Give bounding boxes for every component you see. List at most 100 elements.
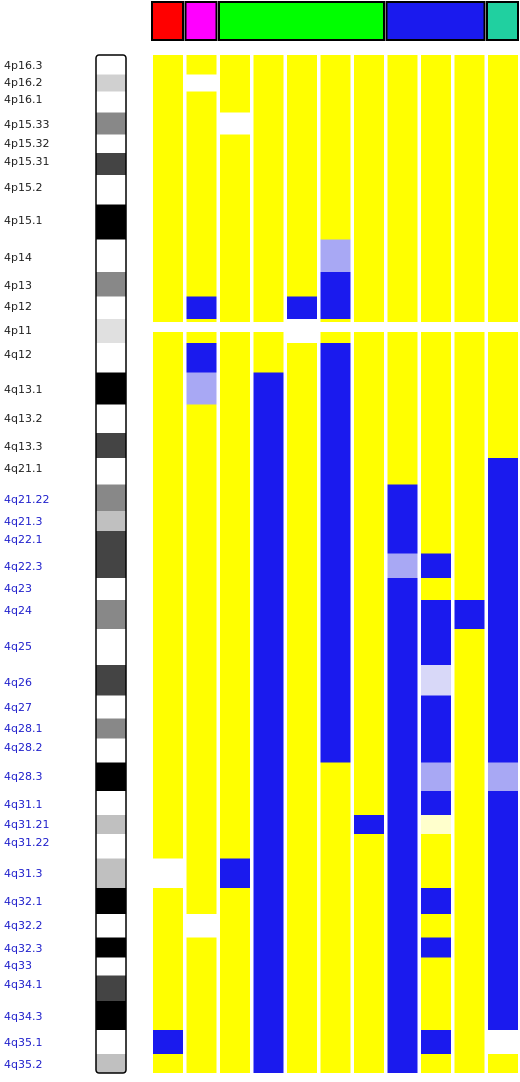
segment <box>488 791 518 1030</box>
segment <box>287 296 317 319</box>
ideogram-band <box>96 762 126 791</box>
band-label: 4p15.1 <box>4 214 42 227</box>
ideogram-band <box>96 834 126 859</box>
ideogram-band <box>96 600 126 629</box>
ideogram-band <box>96 914 126 938</box>
band-label: 4q31.3 <box>4 867 42 880</box>
band-label: 4q22.3 <box>4 560 42 573</box>
segment <box>153 858 183 888</box>
centromere-gap <box>150 322 520 332</box>
ideogram-band <box>96 458 126 485</box>
group-bar <box>184 1 218 41</box>
segment <box>421 695 451 763</box>
segment <box>320 272 351 319</box>
band-label: 4p15.32 <box>4 137 49 150</box>
segment <box>421 600 451 665</box>
segment <box>220 112 250 135</box>
segment <box>186 74 217 92</box>
ideogram-band <box>96 296 126 319</box>
band-label: 4q31.22 <box>4 836 49 849</box>
band-label: 4q26 <box>4 676 32 689</box>
segment <box>421 888 451 914</box>
band-label: 4q34.1 <box>4 978 42 991</box>
ideogram-band <box>96 695 126 719</box>
ideogram-band <box>96 272 126 297</box>
band-label: 4q13.2 <box>4 412 42 425</box>
segment <box>387 578 418 1073</box>
segment <box>387 553 418 578</box>
segment <box>320 239 351 272</box>
segment <box>253 372 284 1073</box>
column-background <box>287 55 317 1073</box>
band-label: 4q35.1 <box>4 1036 42 1049</box>
ideogram-band <box>96 239 126 272</box>
ideogram-band <box>96 957 126 976</box>
segment <box>354 815 384 834</box>
segment <box>421 1030 451 1054</box>
ideogram-band <box>96 1054 126 1073</box>
ideogram-band <box>96 484 126 511</box>
ideogram-band <box>96 153 126 175</box>
band-label: 4q21.1 <box>4 462 42 475</box>
ideogram-band <box>96 319 126 343</box>
column-background <box>153 55 183 1073</box>
band-label: 4p16.1 <box>4 93 42 106</box>
ideogram-band <box>96 531 126 554</box>
ideogram-band <box>96 975 126 1001</box>
ideogram-band <box>96 1001 126 1030</box>
band-label: 4q28.2 <box>4 741 42 754</box>
band-label: 4p12 <box>4 300 32 313</box>
band-label: 4p16.2 <box>4 76 42 89</box>
segment <box>153 1030 183 1054</box>
band-label: 4q28.1 <box>4 722 42 735</box>
group-bar <box>486 1 519 41</box>
band-label: 4q12 <box>4 348 32 361</box>
ideogram-band <box>96 738 126 763</box>
band-label: 4q13.3 <box>4 440 42 453</box>
band-label: 4q21.22 <box>4 493 49 506</box>
column-background <box>454 55 485 1073</box>
band-label: 4q28.3 <box>4 770 42 783</box>
ideogram-band <box>96 91 126 113</box>
ideogram-band <box>96 937 126 958</box>
ideogram-band <box>96 629 126 665</box>
ideogram-band <box>96 553 126 578</box>
segment <box>387 484 418 554</box>
band-label: 4p15.2 <box>4 181 42 194</box>
segment <box>421 791 451 815</box>
segment <box>421 937 451 958</box>
column-background <box>220 55 250 1073</box>
ideogram-band <box>96 718 126 739</box>
group-bar <box>218 1 385 41</box>
band-label: 4q35.2 <box>4 1058 42 1071</box>
segment <box>186 296 217 319</box>
band-label: 4q27 <box>4 701 32 714</box>
band-label: 4q31.1 <box>4 798 42 811</box>
band-label: 4p16.3 <box>4 59 42 72</box>
ideogram-band <box>96 404 126 433</box>
band-label: 4p14 <box>4 251 32 264</box>
band-label: 4q32.1 <box>4 895 42 908</box>
band-label: 4q21.3 <box>4 515 42 528</box>
group-bar <box>385 1 486 41</box>
ideogram-band <box>96 578 126 600</box>
ideogram-band <box>96 204 126 240</box>
band-label: 4q25 <box>4 640 32 653</box>
band-label: 4p15.31 <box>4 155 49 168</box>
segment <box>186 372 217 405</box>
band-label: 4p15.33 <box>4 118 49 131</box>
ideogram-band <box>96 511 126 531</box>
band-label: 4p13 <box>4 279 32 292</box>
ideogram-band <box>96 858 126 888</box>
group-bar <box>151 1 184 41</box>
band-label: 4q22.1 <box>4 533 42 546</box>
ideogram-band <box>96 433 126 458</box>
segment <box>421 815 451 834</box>
column-background <box>354 55 384 1073</box>
ideogram-band <box>96 343 126 373</box>
segment <box>488 762 518 791</box>
column-background <box>186 55 217 1073</box>
ideogram-band <box>96 74 126 92</box>
segment <box>186 914 217 938</box>
